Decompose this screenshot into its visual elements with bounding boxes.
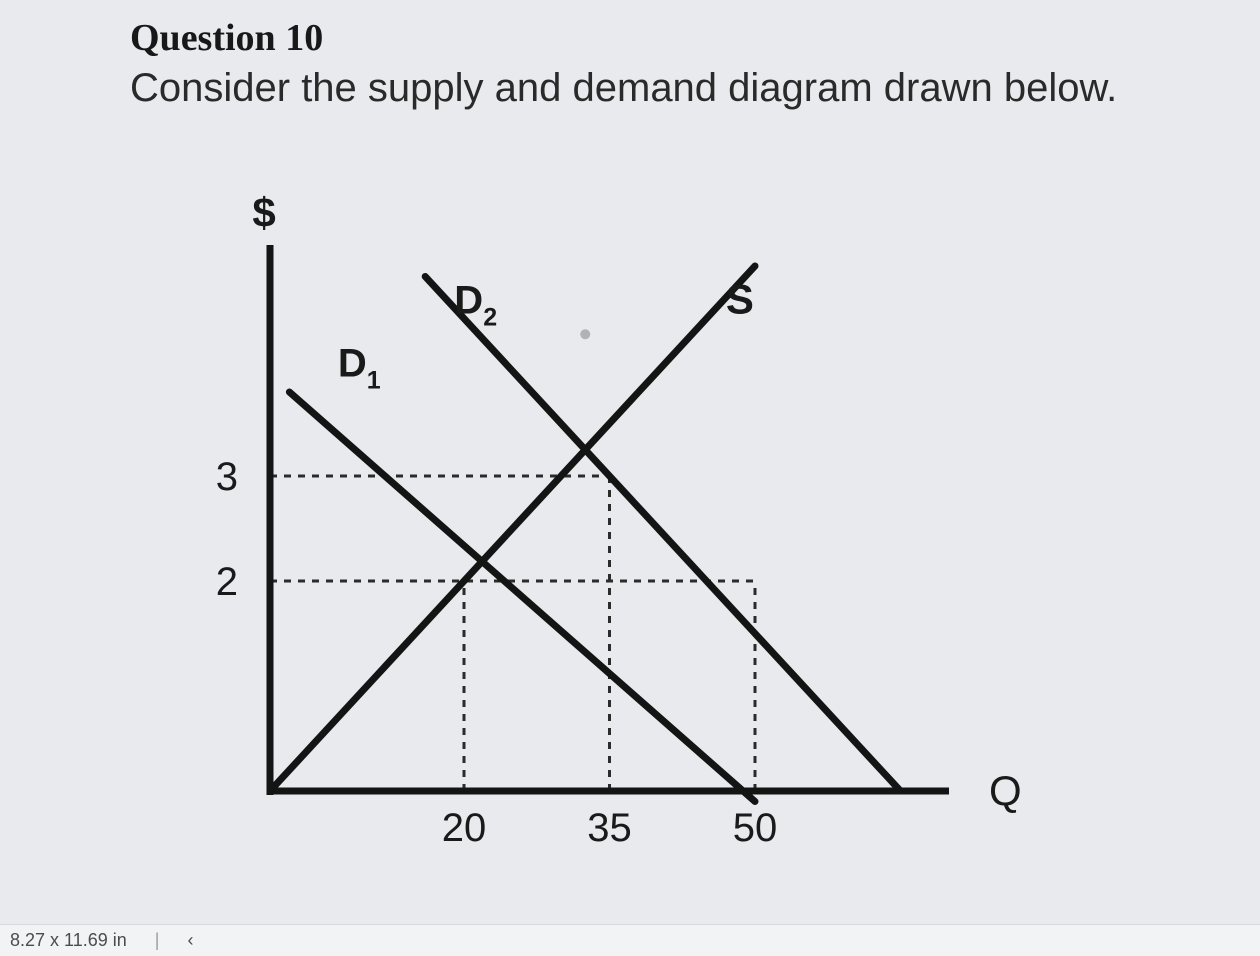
x-tick-label: 35 <box>587 806 632 850</box>
demand2-label: D2 <box>454 278 497 331</box>
demand2-line <box>425 277 900 792</box>
demand1-label: D1 <box>338 341 381 394</box>
demand1-line <box>289 392 755 802</box>
y-tick-label: 2 <box>216 560 238 604</box>
chevron-left-icon[interactable]: ‹ <box>187 930 193 951</box>
page-size-readout: 8.27 x 11.69 in <box>10 930 127 951</box>
y-axis-label: $ <box>252 189 275 236</box>
x-tick-label: 20 <box>442 806 487 850</box>
y-tick-label: 3 <box>216 455 238 499</box>
question-prompt: Consider the supply and demand diagram d… <box>130 66 1260 111</box>
question-title: Question 10 <box>130 16 1260 60</box>
artifact-speck <box>580 329 590 339</box>
status-separator: | <box>155 930 160 951</box>
supply-label: S <box>726 275 754 322</box>
status-bar: 8.27 x 11.69 in | ‹ <box>0 924 1260 956</box>
x-axis-label: Q <box>989 767 1022 814</box>
x-tick-label: 50 <box>733 806 778 850</box>
supply-demand-chart: S D1 D2 $ Q 2 3 20 35 50 <box>150 151 1260 876</box>
